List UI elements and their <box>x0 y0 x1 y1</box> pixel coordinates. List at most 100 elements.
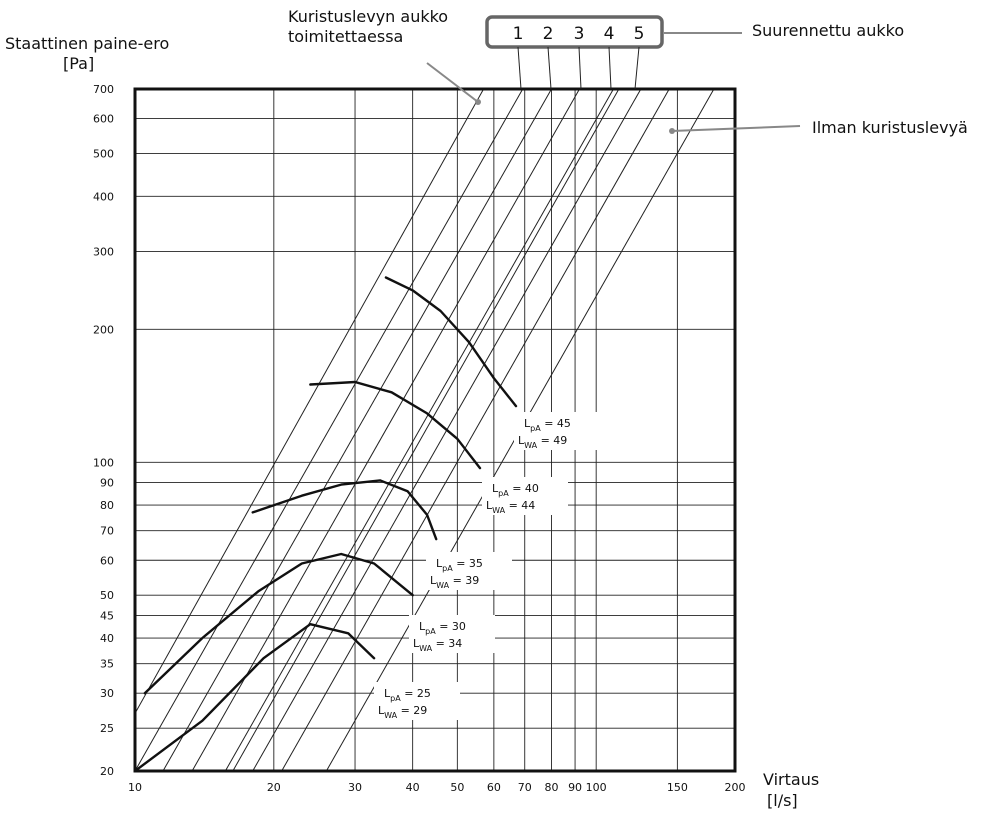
lwa-letter: L <box>486 499 493 512</box>
y-tick-label: 45 <box>100 609 114 622</box>
characteristic-line <box>135 89 524 771</box>
lwa-subscript: WA <box>419 644 432 653</box>
orifice-number: 4 <box>604 24 615 44</box>
lpa-subscript: pA <box>442 564 453 573</box>
y-tick-label: 30 <box>100 687 114 700</box>
lwa-annotation: LWA = 49 <box>518 434 567 450</box>
characteristic-line <box>281 89 670 771</box>
lwa-subscript: WA <box>492 506 505 515</box>
orifice-connector-line <box>634 46 640 90</box>
y-tick-label: 200 <box>93 323 114 336</box>
lpa-value: = 35 <box>453 557 483 570</box>
y-tick-label: 50 <box>100 589 114 602</box>
x-axis-label-line2: [l/s] <box>767 791 798 810</box>
lwa-value: = 44 <box>505 499 535 512</box>
plot-frame <box>133 87 737 773</box>
y-tick-label: 90 <box>100 476 114 489</box>
annotation-bg <box>374 682 460 720</box>
lwa-annotation: LWA = 44 <box>486 499 535 515</box>
lpa-value: = 30 <box>436 620 466 633</box>
orifice-leader-line <box>426 62 479 103</box>
lpa-value: = 45 <box>541 417 571 430</box>
x-tick-label: 200 <box>725 781 746 794</box>
x-tick-label: 10 <box>128 781 142 794</box>
x-tick-label: 50 <box>450 781 464 794</box>
sound-level-curve <box>384 276 518 408</box>
lpa-letter: L <box>384 687 391 700</box>
enlarged-orifice-label: Suurennettu aukko <box>752 21 905 40</box>
x-axis-label-line1: Virtaus <box>763 770 820 789</box>
y-tick-label: 40 <box>100 632 114 645</box>
x-tick-label: 90 <box>568 781 582 794</box>
orifice-number: 1 <box>513 24 524 44</box>
orifice-connector-line <box>517 46 522 90</box>
y-tick-label: 400 <box>93 190 114 203</box>
lpa-annotation: LpA = 35 <box>436 557 483 573</box>
lwa-letter: L <box>430 574 437 587</box>
x-tick-label: 20 <box>267 781 281 794</box>
orifice-number: 5 <box>634 24 645 44</box>
x-tick-label: 80 <box>544 781 558 794</box>
characteristic-line <box>191 89 580 771</box>
lwa-letter: L <box>518 434 525 447</box>
lpa-annotation: LpA = 45 <box>524 417 571 433</box>
y-axis-label-line2: [Pa] <box>63 54 95 73</box>
characteristic-line <box>162 89 552 771</box>
lwa-value: = 34 <box>432 637 462 650</box>
sound-level-curve <box>251 479 438 541</box>
lpa-letter: L <box>524 417 531 430</box>
lwa-letter: L <box>378 704 385 717</box>
y-tick-label: 35 <box>100 658 114 671</box>
lwa-value: = 39 <box>449 574 479 587</box>
orifice-label-line1: Kuristuslevyn aukko <box>288 7 449 26</box>
lwa-annotation: LWA = 34 <box>413 637 462 653</box>
y-axis-label-line1: Staattinen paine-ero <box>5 34 170 53</box>
annotation-bg <box>409 615 495 653</box>
lpa-annotation: LpA = 40 <box>492 482 539 498</box>
lwa-subscript: WA <box>524 441 537 450</box>
x-tick-label: 150 <box>667 781 688 794</box>
sound-level-curve <box>309 380 482 470</box>
lpa-letter: L <box>419 620 426 633</box>
y-tick-label: 25 <box>100 722 114 735</box>
orifice-connector-line <box>578 46 582 90</box>
annotation-bg <box>482 477 568 515</box>
lwa-subscript: WA <box>384 711 397 720</box>
characteristic-line <box>224 89 614 771</box>
annotation-bg <box>514 412 600 450</box>
characteristic-line <box>135 89 485 714</box>
lwa-value: = 49 <box>537 434 567 447</box>
lwa-value: = 29 <box>397 704 427 717</box>
x-tick-label: 60 <box>487 781 501 794</box>
y-tick-label: 500 <box>93 148 114 161</box>
orifice-leader-dot <box>475 99 481 105</box>
sound-level-curve <box>135 623 376 771</box>
orifice-connector-line <box>547 46 552 90</box>
line-group <box>135 89 715 771</box>
lpa-value: = 40 <box>509 482 539 495</box>
lwa-annotation: LWA = 29 <box>378 704 427 720</box>
lwa-letter: L <box>413 637 420 650</box>
lpa-letter: L <box>436 557 443 570</box>
no-plate-leader-dot <box>669 128 675 134</box>
x-tick-label: 70 <box>518 781 532 794</box>
orifice-connector-line <box>608 46 612 90</box>
lpa-value: = 25 <box>401 687 431 700</box>
sound-level-curve <box>143 552 414 695</box>
orifice-number: 3 <box>574 24 585 44</box>
y-tick-label: 60 <box>100 554 114 567</box>
lpa-letter: L <box>492 482 499 495</box>
characteristic-line <box>232 89 620 771</box>
lpa-subscript: pA <box>425 627 436 636</box>
y-tick-label: 300 <box>93 246 114 259</box>
orifice-number-box <box>485 15 664 49</box>
lpa-subscript: pA <box>498 489 509 498</box>
annotation-bg <box>426 552 512 590</box>
y-tick-label: 20 <box>100 765 114 778</box>
y-tick-label: 100 <box>93 456 114 469</box>
lpa-annotation: LpA = 30 <box>419 620 466 636</box>
lpa-annotation: LpA = 25 <box>384 687 431 703</box>
y-tick-label: 700 <box>93 83 114 96</box>
lwa-subscript: WA <box>436 581 449 590</box>
